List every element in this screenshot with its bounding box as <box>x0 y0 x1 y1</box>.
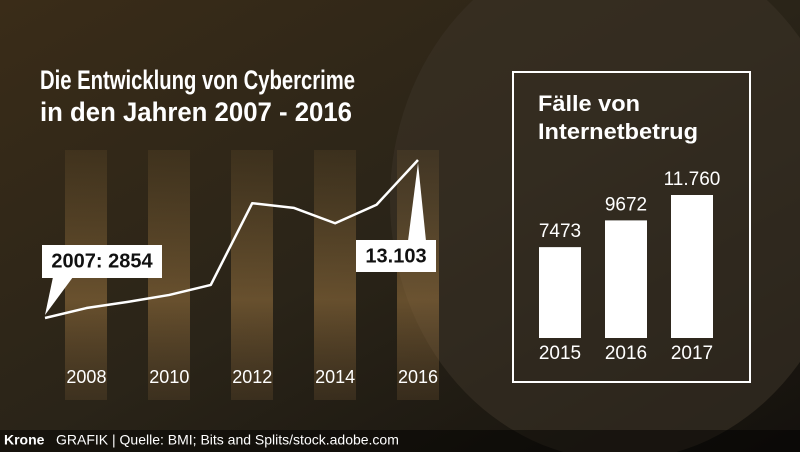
bar <box>671 195 713 338</box>
x-tick-label: 2016 <box>605 343 647 364</box>
hood-shape <box>390 0 800 452</box>
callout-pointer <box>408 163 426 241</box>
footer-band <box>0 430 800 452</box>
x-tick-label: 2008 <box>66 367 106 387</box>
footer-brand: Krone <box>4 432 45 448</box>
data-label: 13.103 <box>365 245 426 267</box>
footer-text: GRAFIK | Quelle: BMI; Bits and Splits/st… <box>56 432 399 448</box>
x-tick-label: 2010 <box>149 367 189 387</box>
bar <box>539 247 581 338</box>
data-label: 9672 <box>605 194 647 215</box>
line <box>44 159 419 320</box>
chart-title: Die Entwicklung von Cybercrime <box>40 65 355 95</box>
x-tick-label: 2017 <box>671 343 713 364</box>
data-label: 11.760 <box>664 169 721 190</box>
x-tick-label: 2012 <box>232 367 272 387</box>
chart-title: Fälle von <box>538 91 640 116</box>
callout-pointer <box>45 277 73 315</box>
data-label: 7473 <box>539 221 581 242</box>
chart-title: Internetbetrug <box>538 119 698 144</box>
x-tick-label: 2016 <box>398 367 438 387</box>
x-tick-label: 2015 <box>539 343 581 364</box>
callout-box <box>42 245 162 278</box>
bar <box>605 220 647 338</box>
chart-title: in den Jahren 2007 - 2016 <box>40 97 352 127</box>
x-tick-label: 2014 <box>315 367 355 387</box>
callout-box <box>356 240 436 272</box>
data-label: 2007: 2854 <box>51 250 153 272</box>
bar-chart-frame <box>512 71 751 383</box>
